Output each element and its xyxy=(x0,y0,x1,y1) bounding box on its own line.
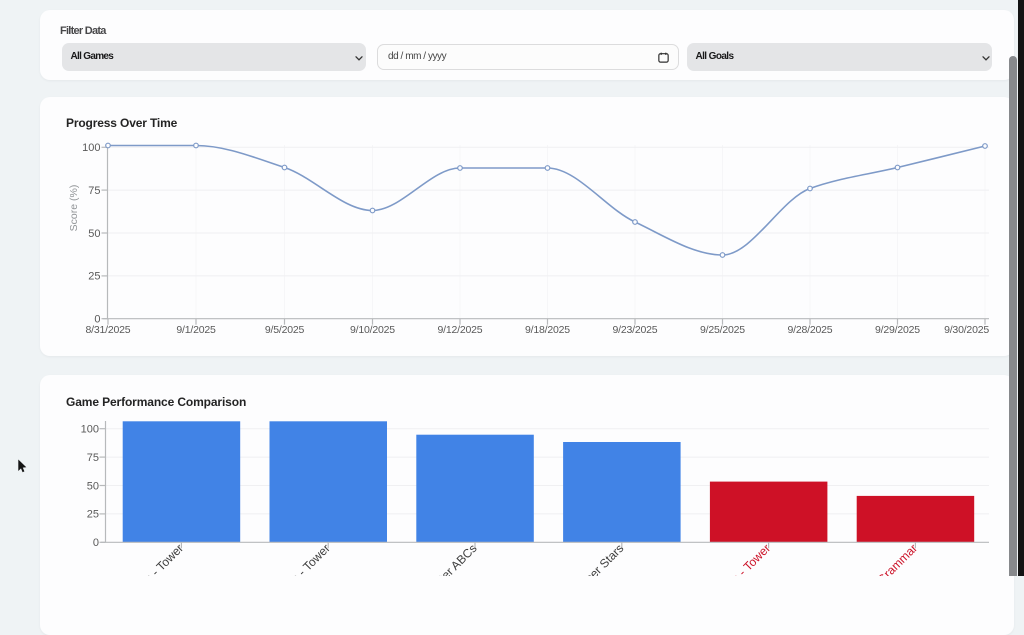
svg-text:Boom - Tower: Boom - Tower xyxy=(124,541,186,576)
svg-text:75: 75 xyxy=(88,185,100,197)
svg-text:Grammar: Grammar xyxy=(874,541,920,576)
svg-text:75: 75 xyxy=(87,452,99,464)
svg-text:50: 50 xyxy=(87,480,99,492)
svg-text:9/30/2025: 9/30/2025 xyxy=(944,324,989,336)
svg-text:0: 0 xyxy=(93,537,99,549)
svg-text:9/12/2025: 9/12/2025 xyxy=(438,324,483,336)
svg-text:Boom - Tower: Boom - Tower xyxy=(271,541,333,576)
svg-text:Super Stars: Super Stars xyxy=(572,541,627,576)
svg-text:100: 100 xyxy=(82,142,100,154)
svg-text:8/31/2025: 8/31/2025 xyxy=(86,324,131,336)
svg-text:50: 50 xyxy=(88,228,100,240)
svg-text:Math - Tower: Math - Tower xyxy=(714,541,773,576)
svg-text:9/18/2025: 9/18/2025 xyxy=(525,324,570,336)
svg-text:9/25/2025: 9/25/2025 xyxy=(700,324,745,336)
svg-text:25: 25 xyxy=(88,271,100,283)
svg-text:9/1/2025: 9/1/2025 xyxy=(176,324,216,336)
svg-text:100: 100 xyxy=(81,424,99,436)
svg-text:9/29/2025: 9/29/2025 xyxy=(875,324,920,336)
svg-text:9/23/2025: 9/23/2025 xyxy=(613,324,658,336)
svg-text:Letter ABCs: Letter ABCs xyxy=(424,541,479,576)
svg-text:25: 25 xyxy=(87,509,99,521)
svg-text:9/10/2025: 9/10/2025 xyxy=(350,324,395,336)
svg-text:9/5/2025: 9/5/2025 xyxy=(265,324,305,336)
svg-text:Score (%): Score (%) xyxy=(68,185,80,232)
svg-text:0: 0 xyxy=(94,314,100,326)
svg-text:9/28/2025: 9/28/2025 xyxy=(788,324,833,336)
